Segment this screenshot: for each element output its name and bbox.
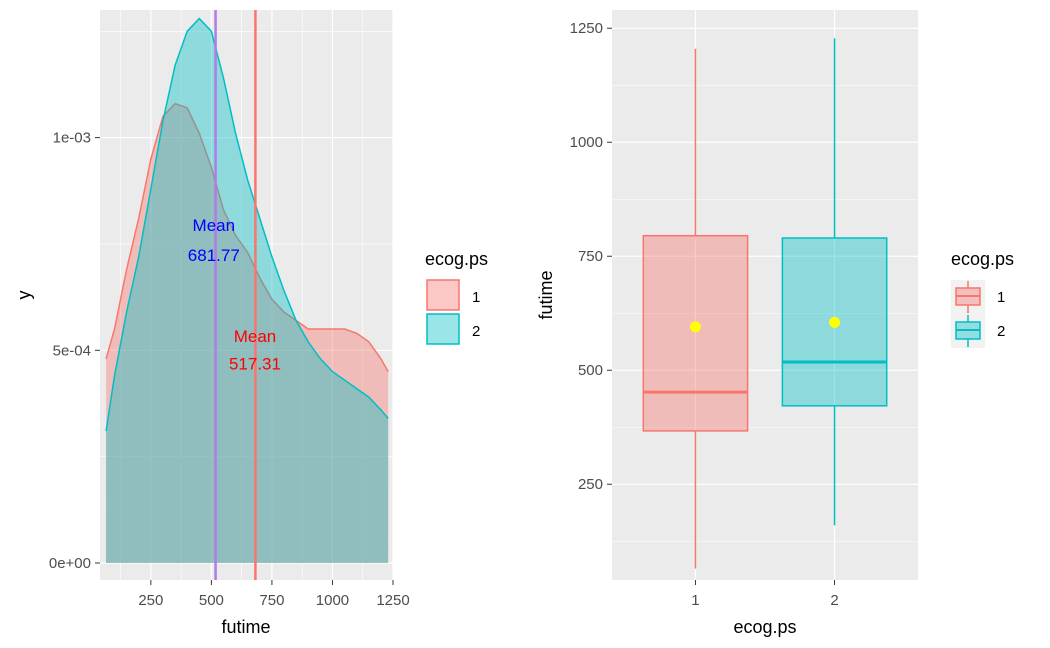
- density-legend-label-2: 2: [472, 323, 480, 340]
- boxplot-y-axis: 250 500 750 1000 1250: [570, 20, 612, 493]
- density-areas: [105, 17, 389, 563]
- density-line-1: [105, 102, 389, 372]
- density-x-axis-title: futime: [221, 617, 270, 637]
- density-major-gridlines: [100, 10, 394, 580]
- density-y-tick-label: 0e+00: [49, 555, 91, 572]
- density-area-1: [106, 103, 389, 563]
- boxplot-panel: [612, 10, 918, 580]
- box-mean-point: [829, 316, 841, 328]
- density-y-tick-label: 1e-03: [53, 130, 91, 147]
- density-y-tick-label: 5e-04: [53, 342, 91, 359]
- density-x-tick-label: 1250: [376, 592, 409, 609]
- boxplot-y-axis-title: futime: [536, 270, 556, 319]
- density-area-2: [106, 18, 389, 563]
- boxplot-y-tick-label: 250: [578, 476, 603, 493]
- density-y-axis: 0e+00 5e-04 1e-03: [49, 130, 100, 572]
- density-y-axis-title: y: [14, 291, 34, 300]
- boxplot-x-tick-label: 1: [691, 592, 699, 609]
- density-legend-label-1: 1: [472, 289, 480, 306]
- boxplot-x-axis-title: ecog.ps: [733, 617, 796, 637]
- boxplot-minor-gridlines: [612, 84, 918, 542]
- density-x-axis: 250 500 750 1000 1250: [138, 580, 410, 609]
- boxplot-legend-title: ecog.ps: [951, 249, 1014, 269]
- boxplot-y-tick-label: 1000: [570, 134, 603, 151]
- mean-annotation-1: Mean: [193, 216, 236, 235]
- box-1: [642, 48, 749, 569]
- density-legend-key-1: [426, 279, 460, 311]
- mean-annotation-3: Mean: [234, 327, 277, 346]
- density-x-tick-label: 750: [259, 592, 284, 609]
- mean-annotation-4: 517.31: [229, 354, 281, 373]
- box-body: [642, 234, 749, 432]
- density-chart: Mean 681.77 Mean 517.31 250 500 750 1000 1250 0…: [14, 10, 488, 637]
- density-line-2: [105, 17, 389, 432]
- density-legend-key-2: [426, 313, 460, 345]
- boxplot-legend-label-1: 1: [997, 289, 1005, 306]
- density-legend: ecog.ps 1 2: [425, 249, 488, 345]
- mean-annotations: Mean 681.77 Mean 517.31: [188, 216, 281, 373]
- mean-annotation-2: 681.77: [188, 246, 240, 265]
- mean-lines: [214, 10, 257, 580]
- density-legend-title: ecog.ps: [425, 249, 488, 269]
- density-x-tick-label: 500: [199, 592, 224, 609]
- density-x-tick-label: 1000: [316, 592, 349, 609]
- density-plot-panel: [100, 10, 393, 580]
- boxplot-y-tick-label: 750: [578, 248, 603, 265]
- box-2: [781, 38, 888, 526]
- boxplot-y-tick-label: 1250: [570, 20, 603, 37]
- density-x-tick-label: 250: [138, 592, 163, 609]
- boxplot-legend: ecog.ps 1 2: [951, 249, 1014, 348]
- boxplot-boxes: [642, 38, 888, 569]
- boxplot-legend-label-2: 2: [997, 323, 1005, 340]
- boxplot-x-tick-label: 2: [830, 592, 838, 609]
- boxplot-y-tick-label: 500: [578, 362, 603, 379]
- box-mean-point: [689, 321, 701, 333]
